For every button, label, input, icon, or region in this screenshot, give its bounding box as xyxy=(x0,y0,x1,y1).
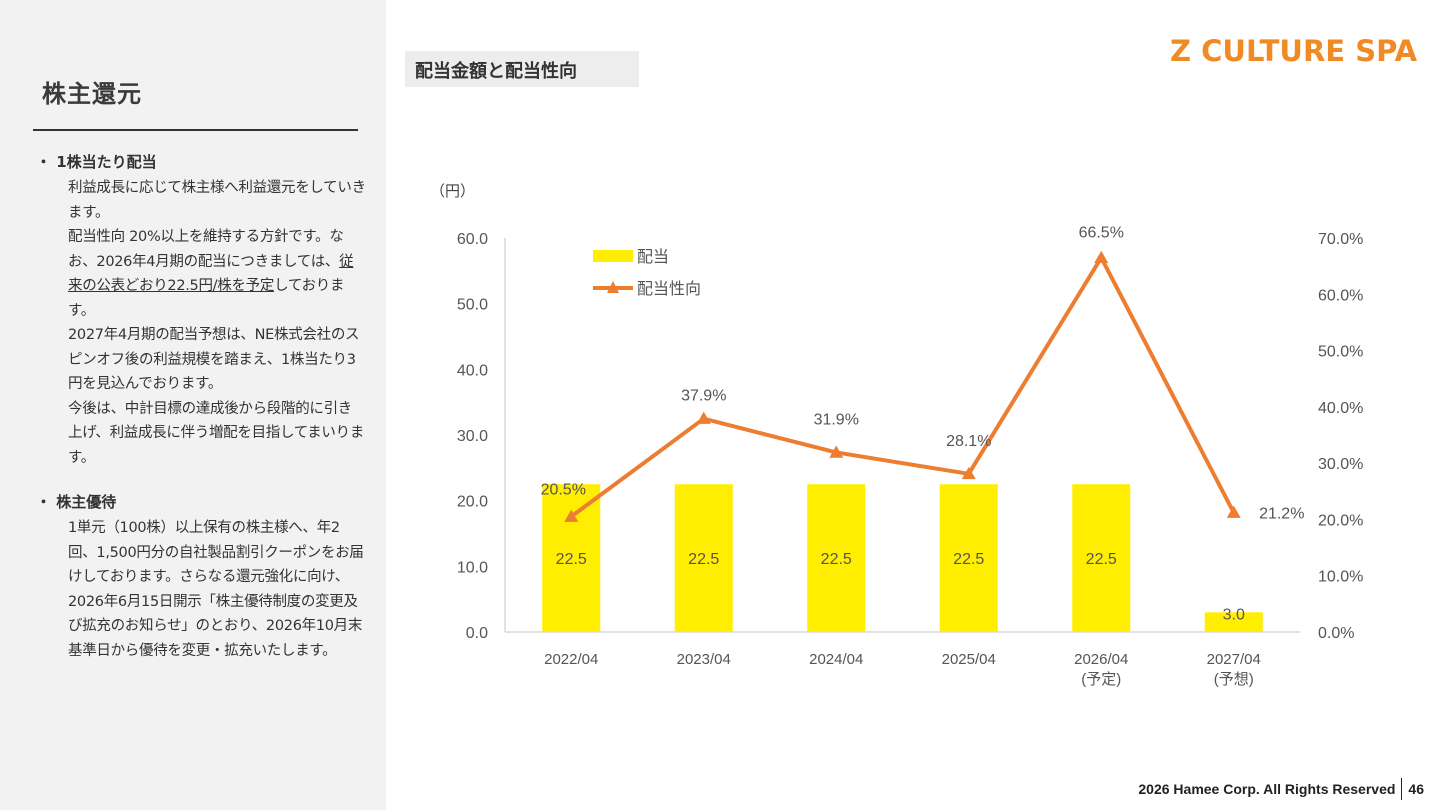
footer: 2026 Hamee Corp. All Rights Reserved 46 xyxy=(1138,778,1424,800)
dividend-body: 利益成長に応じて株主様へ利益還元をしていきます。 配当性向 20%以上を維持する… xyxy=(68,176,366,470)
y-left-tick-label: 10.0 xyxy=(457,559,488,576)
left-panel: 株主還元 ・ 1株当たり配当 利益成長に応じて株主様へ利益還元をしていきます。 … xyxy=(0,0,386,810)
bar-value-label: 22.5 xyxy=(821,551,852,568)
benefit-body: 1単元（100株）以上保有の株主様へ、年2回、1,500円分の自社製品割引クーポ… xyxy=(68,516,366,663)
benefit-section: ・ 株主優待 1単元（100株）以上保有の株主様へ、年2回、1,500円分の自社… xyxy=(36,491,366,663)
y-left-tick-label: 30.0 xyxy=(457,428,488,445)
benefit-paragraph: 1単元（100株）以上保有の株主様へ、年2回、1,500円分の自社製品割引クーポ… xyxy=(68,520,364,659)
dividend-chart: （円） 0.0 10.0 20.0 30.0 40.0 50.0 60.0 0.0% 10.0% 2… xyxy=(430,183,1363,688)
line-value-label: 31.9% xyxy=(814,411,859,428)
x-tick-label: (予定) xyxy=(1081,671,1121,688)
x-tick-label: 2027/04 xyxy=(1207,651,1261,668)
dividend-section: ・ 1株当たり配当 利益成長に応じて株主様へ利益還元をしていきます。 配当性向 … xyxy=(36,151,366,470)
copyright-text: 2026 Hamee Corp. All Rights Reserved xyxy=(1138,781,1396,797)
line-marker-triangle xyxy=(1094,250,1109,263)
dividend-heading: ・ 1株当たり配当 xyxy=(36,153,157,171)
line-payout-ratio xyxy=(570,255,1236,519)
bar-value-label: 22.5 xyxy=(556,551,587,568)
line-marker-triangle xyxy=(1226,505,1241,518)
x-tick-label: 2025/04 xyxy=(942,651,996,668)
x-tick-label: 2024/04 xyxy=(809,651,863,668)
bar-dividend xyxy=(674,484,733,632)
bar-dividend xyxy=(1204,612,1263,632)
bar-dividend xyxy=(939,484,998,632)
bar-value-label: 22.5 xyxy=(953,551,984,568)
page-number: 46 xyxy=(1408,781,1424,797)
dividend-text: 配当性向 20%以上を維持する方針です。なお、2026年4月期の配当につきまして… xyxy=(68,229,344,270)
legend-swatch-bar xyxy=(593,250,633,262)
y-left-tick-label: 60.0 xyxy=(457,231,488,248)
title-divider xyxy=(33,129,358,131)
brand-logo: Z CULTURE SPA xyxy=(1170,34,1418,68)
legend-label-bar: 配当 xyxy=(637,248,669,266)
dividend-text: しております。 xyxy=(68,278,345,319)
bar-value-label: 3.0 xyxy=(1223,606,1245,623)
line-value-label: 66.5% xyxy=(1079,225,1124,242)
y-left-tick-label: 20.0 xyxy=(457,494,488,511)
x-tick-label: 2023/04 xyxy=(677,651,731,668)
y-right-tick-label: 10.0% xyxy=(1318,569,1363,586)
y-left-tick-label: 0.0 xyxy=(466,625,488,642)
chart-section-title: 配当金額と配当性向 xyxy=(415,61,577,82)
bar-value-label: 22.5 xyxy=(688,551,719,568)
line-value-label: 21.2% xyxy=(1259,506,1304,523)
y-right-tick-label: 20.0% xyxy=(1318,512,1363,529)
line-marker-triangle xyxy=(564,509,579,522)
dividend-paragraph: 利益成長に応じて株主様へ利益還元をしていきます。 xyxy=(68,180,366,221)
chart-section-tag: 配当金額と配当性向 xyxy=(405,51,639,87)
bar-value-label: 22.5 xyxy=(1086,551,1117,568)
x-tick-label: 2022/04 xyxy=(544,651,598,668)
bar-dividend xyxy=(542,484,601,632)
legend-label-line: 配当性向 xyxy=(637,280,701,298)
line-value-label: 37.9% xyxy=(681,388,726,405)
x-tick-label: (予想) xyxy=(1214,671,1254,688)
line-value-label: 28.1% xyxy=(946,433,991,450)
dividend-underlined-text: 従来の公表どおり22.5円/株を予定 xyxy=(68,253,354,295)
bar-dividend xyxy=(807,484,866,632)
y-right-tick-label: 40.0% xyxy=(1318,400,1363,417)
y-axis-unit: （円） xyxy=(430,183,475,200)
bar-dividend xyxy=(1072,484,1131,632)
y-right-tick-label: 60.0% xyxy=(1318,287,1363,304)
dividend-paragraph: 今後は、中計目標の達成後から段階的に引き上げ、利益成長に伴う増配を目指してまいり… xyxy=(68,400,365,466)
x-tick-label: 2026/04 xyxy=(1074,651,1128,668)
line-marker-triangle xyxy=(696,411,711,424)
y-right-tick-label: 30.0% xyxy=(1318,456,1363,473)
page-title: 株主還元 xyxy=(42,80,142,108)
line-marker-triangle xyxy=(829,445,844,458)
footer-separator xyxy=(1401,778,1403,800)
line-value-label: 20.5% xyxy=(541,482,586,499)
y-right-tick-label: 0.0% xyxy=(1318,625,1354,642)
y-left-tick-label: 50.0 xyxy=(457,297,488,314)
y-left-tick-label: 40.0 xyxy=(457,362,488,379)
line-marker-triangle xyxy=(961,466,976,480)
y-right-tick-label: 70.0% xyxy=(1318,231,1363,248)
legend-marker-line xyxy=(607,281,619,293)
y-right-tick-label: 50.0% xyxy=(1318,344,1363,361)
dividend-paragraph: 配当性向 20%以上を維持する方針です。なお、2026年4月期の配当につきまして… xyxy=(68,225,366,323)
benefit-heading: ・ 株主優待 xyxy=(36,493,117,511)
dividend-paragraph: 2027年4月期の配当予想は、NE株式会社のスピンオフ後の利益規模を踏まえ、1株… xyxy=(68,327,360,392)
